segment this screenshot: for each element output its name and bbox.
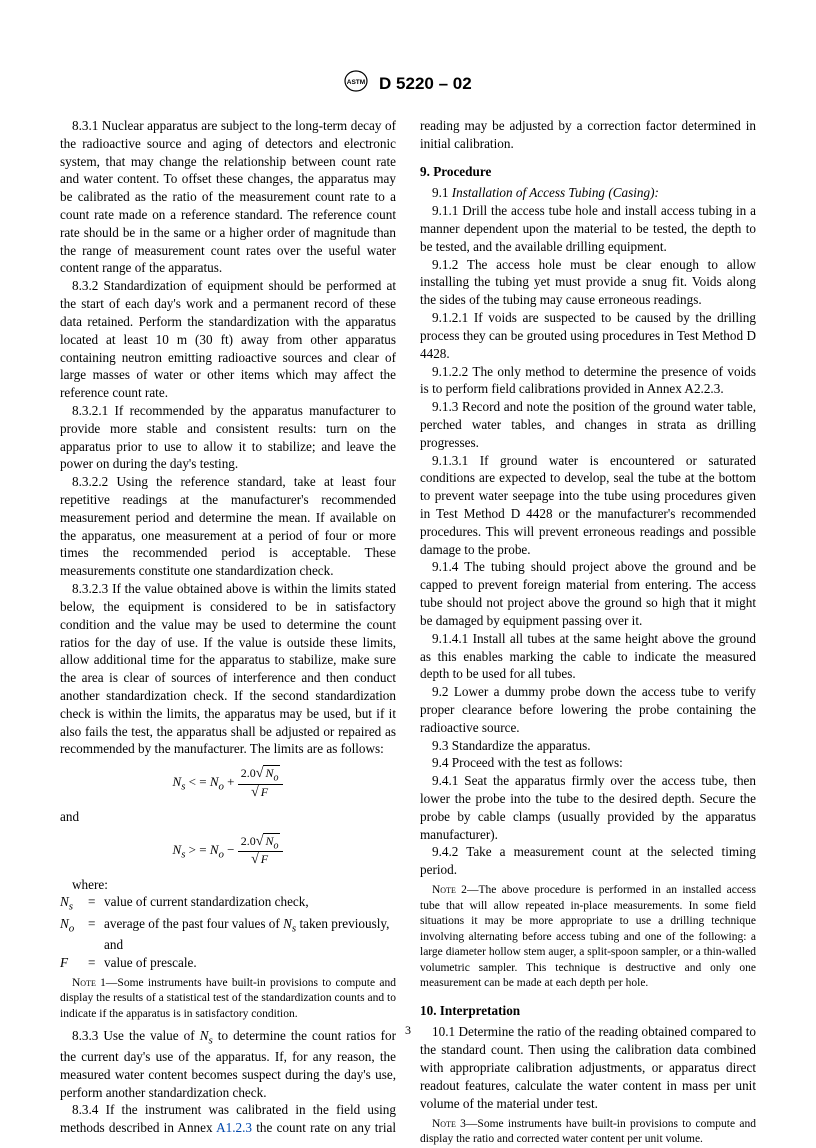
- para-8-3-2-1: 8.3.2.1 If recommended by the apparatus …: [60, 402, 396, 473]
- section-9-heading: 9. Procedure: [420, 163, 756, 181]
- para-9-1-1: 9.1.1 Drill the access tube hole and ins…: [420, 202, 756, 255]
- para-9-1-2-2: 9.1.2.2 The only method to determine the…: [420, 363, 756, 399]
- para-9-4-2: 9.4.2 Take a measurement count at the se…: [420, 843, 756, 879]
- para-9-2: 9.2 Lower a dummy probe down the access …: [420, 683, 756, 736]
- para-8-3-2-3: 8.3.2.3 If the value obtained above is w…: [60, 580, 396, 758]
- para-9-1: 9.1 Installation of Access Tubing (Casin…: [420, 184, 756, 202]
- para-9-1-2: 9.1.2 The access hole must be clear enou…: [420, 256, 756, 309]
- para-8-3-2: 8.3.2 Standardization of equipment shoul…: [60, 277, 396, 402]
- para-9-4: 9.4 Proceed with the test as follows:: [420, 754, 756, 772]
- note-3: Note 3—Some instruments have built-in pr…: [420, 1117, 756, 1148]
- section-10-heading: 10. Interpretation: [420, 1002, 756, 1020]
- and-label: and: [60, 808, 396, 826]
- designation: D 5220 – 02: [379, 74, 472, 93]
- annex-link[interactable]: A1.2.3: [216, 1120, 252, 1135]
- note-1: Note 1—Some instruments have built-in pr…: [60, 976, 396, 1023]
- para-9-1-4-1: 9.1.4.1 Install all tubes at the same he…: [420, 630, 756, 683]
- no-def: average of the past four values of Ns ta…: [104, 915, 396, 954]
- formula-upper-limit: Ns < = No + 2.0√No √F: [60, 766, 396, 800]
- astm-logo: ASTM: [344, 70, 368, 99]
- where-block: where: Ns = value of current standardiza…: [60, 876, 396, 972]
- para-9-1-2-1: 9.1.2.1 If voids are suspected to be cau…: [420, 309, 756, 362]
- f-def: value of prescale.: [104, 954, 396, 972]
- para-8-3-2-2: 8.3.2.2 Using the reference standard, ta…: [60, 473, 396, 580]
- para-9-1-3: 9.1.3 Record and note the position of th…: [420, 398, 756, 451]
- para-9-1-3-1: 9.1.3.1 If ground water is encountered o…: [420, 452, 756, 559]
- note-2: Note 2—The above procedure is performed …: [420, 883, 756, 992]
- svg-text:ASTM: ASTM: [347, 79, 365, 86]
- page-number: 3: [0, 1022, 816, 1038]
- para-8-3-1: 8.3.1 Nuclear apparatus are subject to t…: [60, 117, 396, 277]
- where-label: where:: [60, 876, 396, 894]
- para-9-3: 9.3 Standardize the apparatus.: [420, 737, 756, 755]
- para-9-4-1: 9.4.1 Seat the apparatus firmly over the…: [420, 772, 756, 843]
- ns-def: value of current standardization check,: [104, 893, 396, 914]
- page-header: ASTM D 5220 – 02: [60, 70, 756, 99]
- para-9-1-4: 9.1.4 The tubing should project above th…: [420, 558, 756, 629]
- body-columns: 8.3.1 Nuclear apparatus are subject to t…: [60, 117, 756, 1148]
- formula-lower-limit: Ns > = No − 2.0√No √F: [60, 834, 396, 868]
